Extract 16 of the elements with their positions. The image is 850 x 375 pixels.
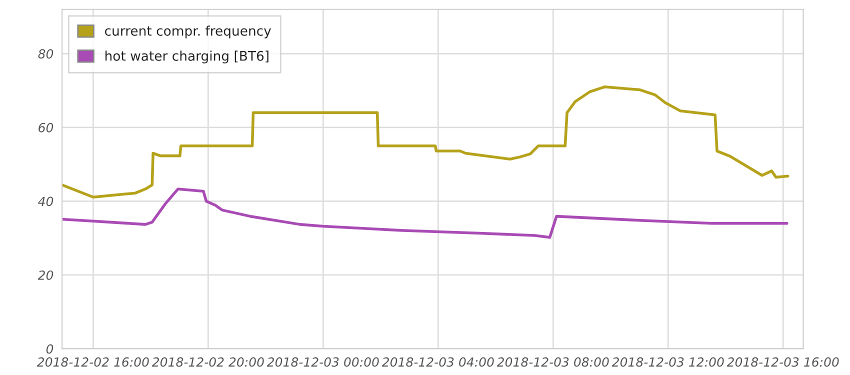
x-tick-label: 2018-12-02 16:00 [36, 357, 149, 367]
x-tick-label: 2018-12-03 16:00 [726, 357, 839, 367]
y-tick-label: 80 [38, 49, 54, 59]
y-tick-label: 40 [38, 196, 54, 206]
y-tick-label: 0 [46, 344, 54, 354]
x-tick-label: 2018-12-03 08:00 [496, 357, 609, 367]
y-tick-label: 60 [38, 122, 54, 132]
line-series [62, 85, 790, 199]
y-tick-label: 20 [38, 270, 54, 280]
x-tick-label: 2018-12-03 12:00 [612, 357, 724, 367]
x-tick-label: 2018-12-03 04:00 [382, 357, 494, 367]
x-tick-label: 2018-12-02 20:00 [152, 357, 264, 367]
legend-label: current compr. frequency [105, 26, 271, 38]
line-series [62, 188, 788, 239]
x-tick-label: 2018-12-03 00:00 [266, 357, 379, 367]
legend-label: hot water charging [BT6] [105, 50, 268, 64]
